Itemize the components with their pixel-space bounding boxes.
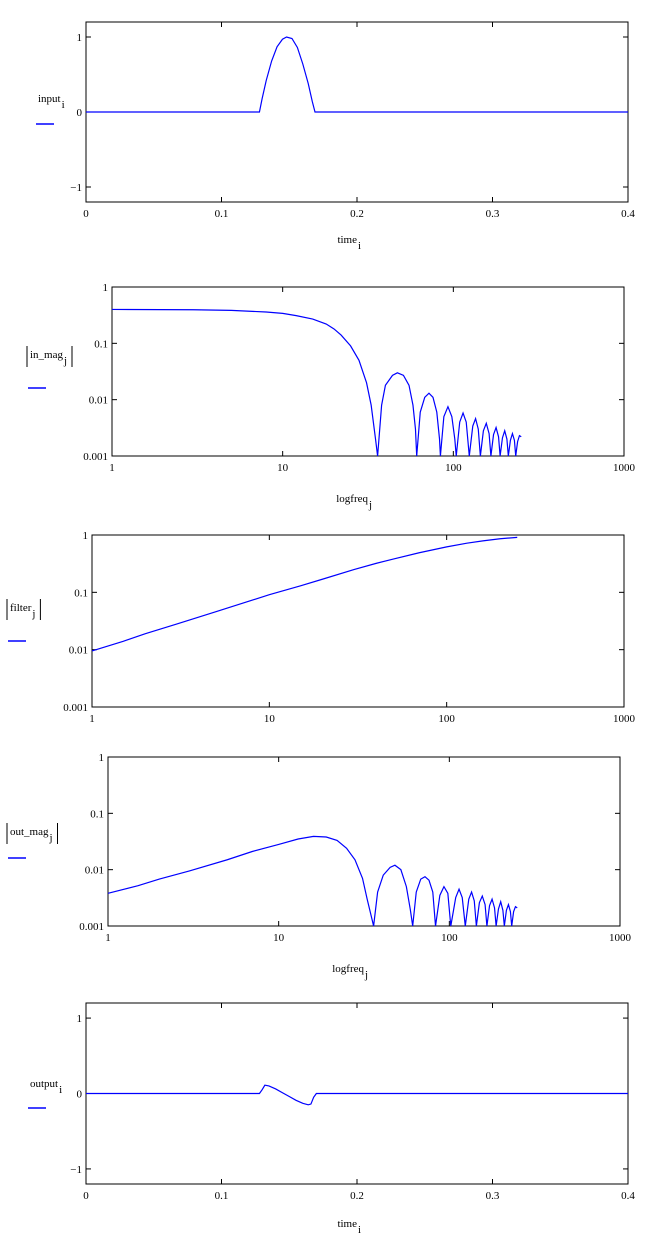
- plot-frame: [91, 534, 625, 708]
- x-tick-label: 10: [277, 462, 289, 474]
- series-line: [86, 36, 628, 113]
- x-tick-label: 1000: [609, 932, 632, 944]
- series-line: [107, 835, 518, 927]
- y-tick-label: 1: [99, 752, 105, 764]
- x-axis-label-subscript: j: [364, 969, 368, 981]
- y-tick-label: 0.001: [83, 451, 108, 463]
- y-axis-label: in_mag: [30, 349, 63, 361]
- x-axis-label: time: [337, 234, 357, 246]
- x-tick-label: 0.2: [350, 1190, 364, 1202]
- x-tick-label: 0.3: [486, 1190, 500, 1202]
- y-axis-label-subscript: j: [63, 355, 67, 367]
- y-tick-label: 0.01: [89, 395, 108, 407]
- x-axis-label-subscript: i: [358, 240, 361, 252]
- x-axis-label-subscript: j: [368, 499, 372, 511]
- x-tick-label: 0.2: [350, 208, 364, 220]
- y-tick-label: 1: [77, 32, 83, 44]
- x-axis-label-subscript: i: [358, 1224, 361, 1236]
- y-axis-label: filter: [10, 602, 32, 614]
- y-axis-label-subscript: i: [59, 1084, 62, 1096]
- y-tick-label: −1: [70, 1164, 82, 1176]
- x-tick-label: 1: [105, 932, 111, 944]
- y-axis-label: output: [30, 1078, 58, 1090]
- x-tick-label: 1000: [613, 462, 636, 474]
- x-tick-label: 10: [273, 932, 285, 944]
- x-axis-label: time: [337, 1218, 357, 1230]
- x-tick-label: 1000: [613, 713, 636, 725]
- y-axis-label: input: [38, 93, 61, 105]
- y-axis-label-subscript: j: [49, 832, 53, 844]
- y-tick-label: 0.001: [79, 921, 104, 933]
- x-tick-label: 0.1: [215, 208, 229, 220]
- x-axis-label: logfreq: [336, 493, 368, 505]
- y-tick-label: 0.001: [63, 702, 88, 714]
- plot-frame: [107, 756, 621, 927]
- series-line: [111, 308, 522, 457]
- y-tick-label: 1: [83, 530, 89, 542]
- y-tick-label: 0.01: [69, 645, 88, 657]
- y-tick-label: 0.1: [94, 338, 108, 350]
- y-axis-label-subscript: j: [31, 608, 35, 620]
- y-tick-label: 0.1: [90, 808, 104, 820]
- plot-frame: [111, 286, 625, 457]
- x-tick-label: 10: [264, 713, 276, 725]
- x-tick-label: 1: [89, 713, 95, 725]
- x-tick-label: 0.4: [621, 208, 635, 220]
- x-tick-label: 0.4: [621, 1190, 635, 1202]
- y-tick-label: 0: [77, 107, 83, 119]
- y-tick-label: 0.01: [85, 865, 104, 877]
- x-tick-label: 100: [441, 932, 458, 944]
- y-tick-label: 0: [77, 1089, 83, 1101]
- x-axis-label: logfreq: [332, 963, 364, 975]
- y-tick-label: 1: [77, 1013, 83, 1025]
- x-tick-label: 0.1: [215, 1190, 229, 1202]
- series-line: [91, 536, 518, 652]
- x-tick-label: 100: [438, 713, 455, 725]
- y-tick-label: −1: [70, 182, 82, 194]
- y-tick-label: 1: [103, 282, 109, 294]
- x-tick-label: 0.3: [486, 208, 500, 220]
- series-line: [86, 1084, 628, 1106]
- chart-3: 1 10 100 1000 0.001 0.01 0.1 1 filter j: [6, 530, 636, 725]
- y-tick-label: 0.1: [74, 587, 88, 599]
- x-tick-label: 0: [83, 1190, 89, 1202]
- y-axis-label-subscript: i: [62, 99, 65, 111]
- x-tick-label: 1: [109, 462, 115, 474]
- x-tick-label: 0: [83, 208, 89, 220]
- x-tick-label: 100: [445, 462, 462, 474]
- y-axis-label: out_mag: [10, 826, 49, 838]
